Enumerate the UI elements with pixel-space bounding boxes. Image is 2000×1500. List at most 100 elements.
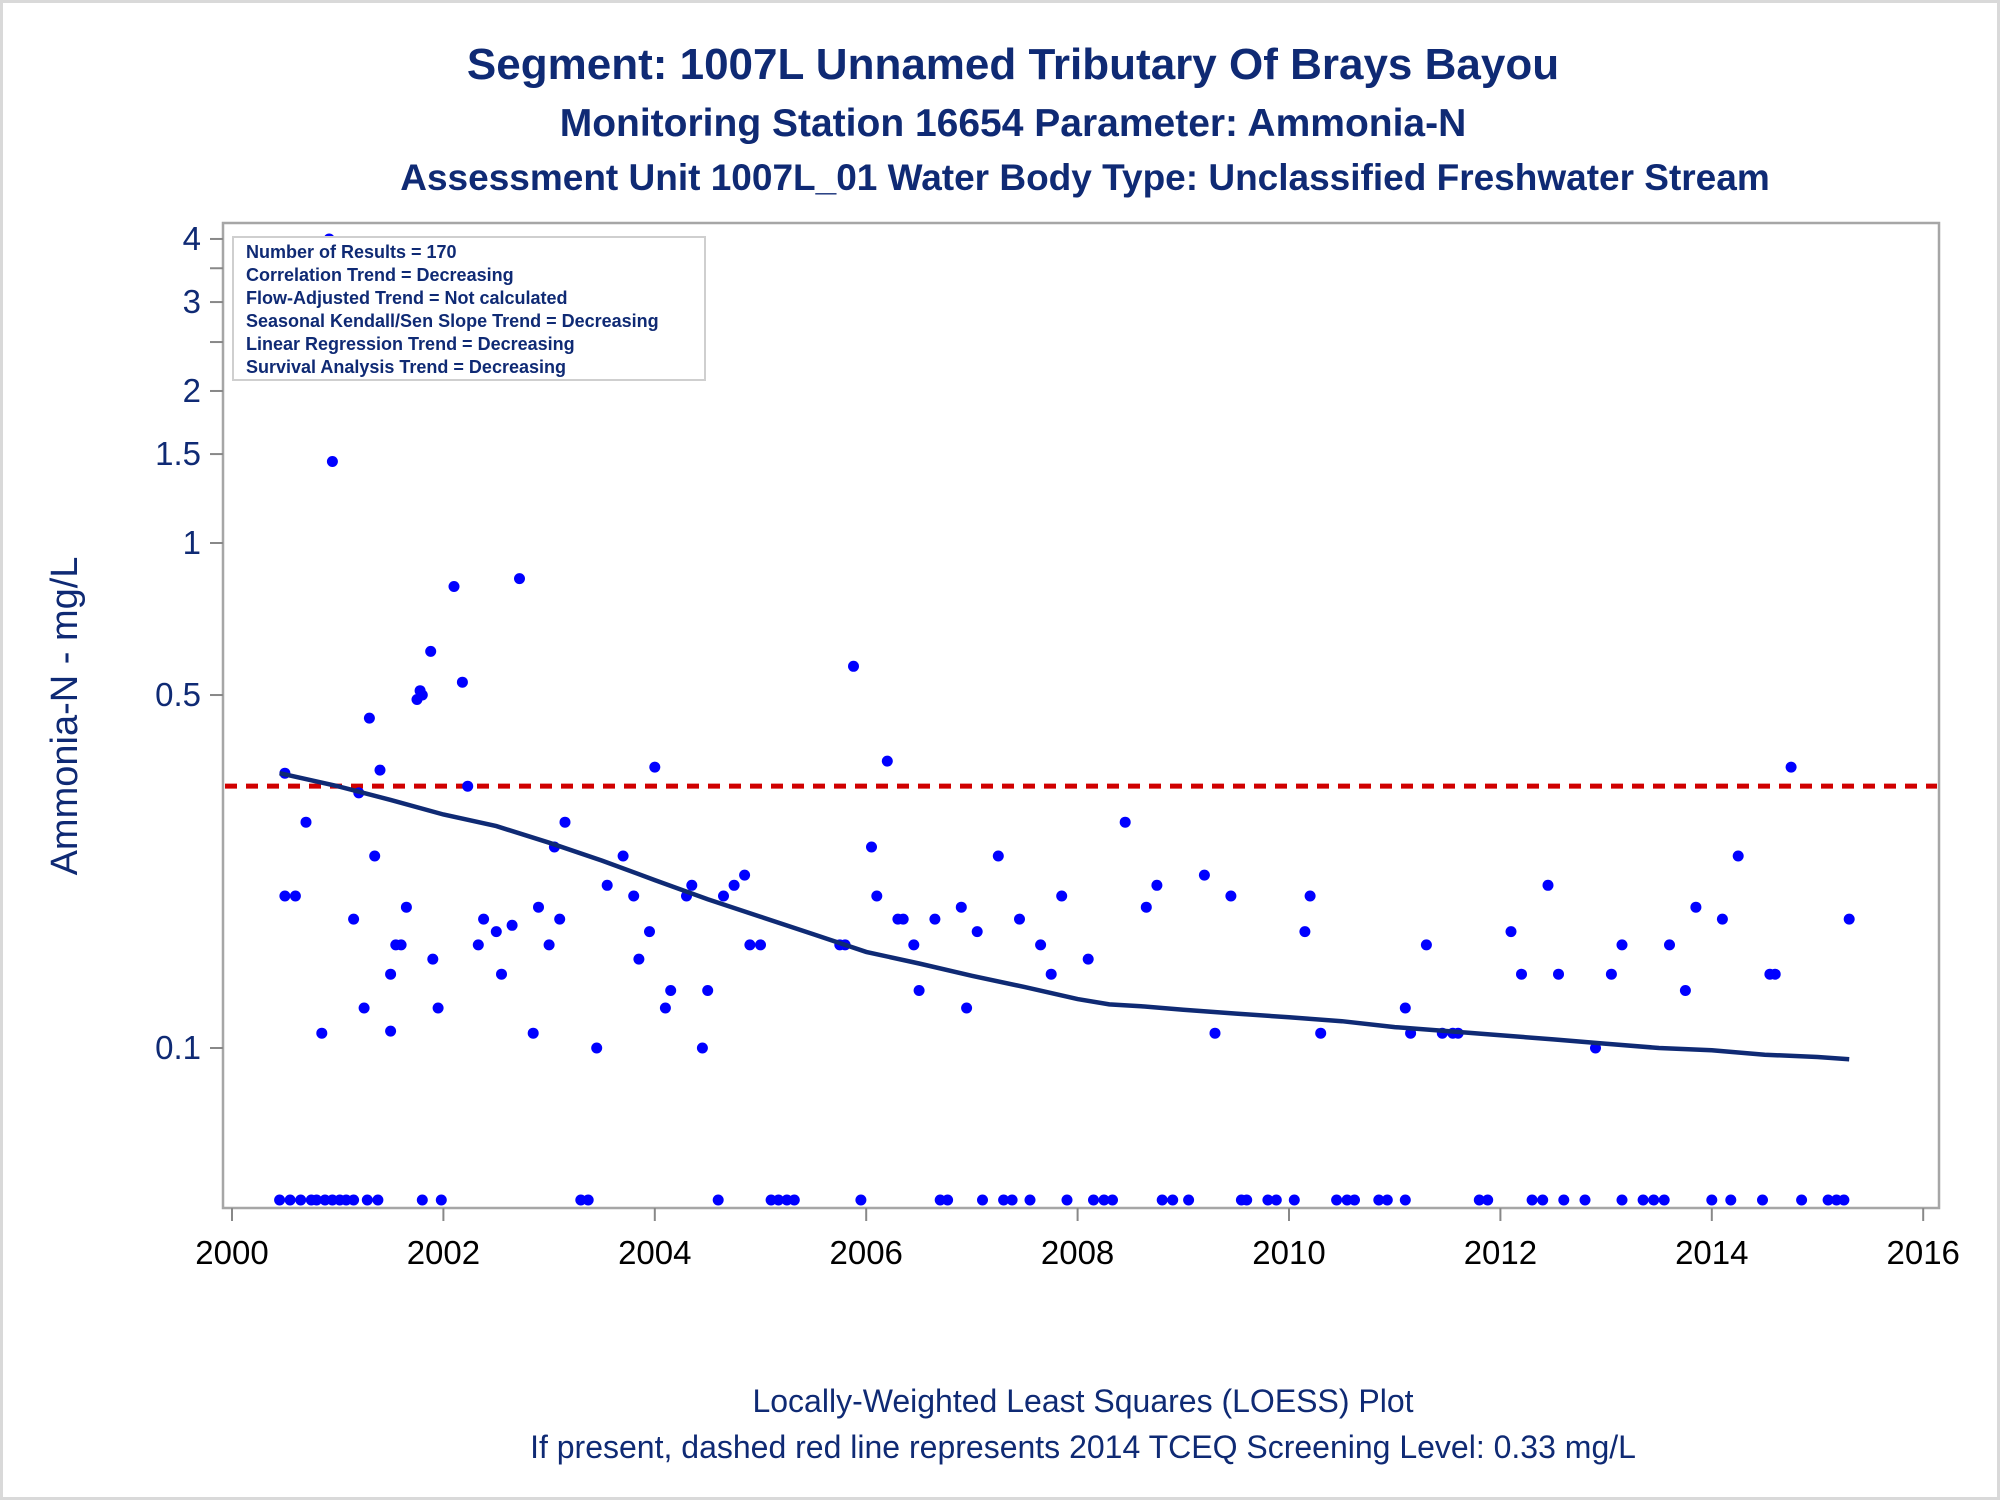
data-point <box>728 879 740 891</box>
data-point <box>1616 1194 1628 1206</box>
data-point <box>554 913 566 925</box>
chart-title: Segment: 1007L Unnamed Tributary Of Bray… <box>467 40 1559 89</box>
data-point <box>395 939 407 951</box>
data-point <box>1198 869 1210 881</box>
data-point <box>1822 1194 1834 1206</box>
data-point <box>432 1002 444 1014</box>
x-tick-label: 2002 <box>407 1234 480 1271</box>
trend-notes-box <box>232 236 706 381</box>
data-point <box>1349 1194 1360 1206</box>
data-point <box>1140 901 1152 913</box>
data-point <box>284 1194 296 1206</box>
data-point <box>1209 1027 1221 1039</box>
data-point <box>755 939 766 951</box>
data-point <box>908 939 920 951</box>
y-axis-label: Ammonia-N - mg/L <box>44 557 86 876</box>
data-point <box>559 816 571 828</box>
data-point <box>649 761 661 773</box>
data-point <box>718 890 729 902</box>
y-tick-label: 1 <box>183 524 201 561</box>
data-point <box>279 890 291 902</box>
x-tick-label: 2006 <box>829 1234 902 1271</box>
y-tick-label: 1.5 <box>155 435 201 472</box>
data-point <box>425 645 437 657</box>
data-point <box>348 1194 360 1206</box>
data-point <box>274 1194 286 1206</box>
data-point <box>1553 968 1564 980</box>
data-point <box>913 985 925 996</box>
data-point <box>1785 761 1797 773</box>
data-points <box>274 233 1855 1206</box>
data-point <box>533 901 544 913</box>
data-point <box>955 901 967 913</box>
data-point <box>348 913 360 925</box>
data-point <box>1616 939 1628 951</box>
data-point <box>435 1194 447 1206</box>
data-point <box>977 1194 988 1206</box>
data-point <box>316 1027 328 1039</box>
data-point <box>1769 968 1781 980</box>
data-point <box>1270 1194 1282 1206</box>
data-point <box>1045 968 1057 980</box>
data-point <box>496 968 507 980</box>
data-point <box>1542 879 1554 891</box>
y-tick-label: 0.1 <box>155 1029 201 1066</box>
data-point <box>1098 1194 1110 1206</box>
data-point <box>448 581 460 592</box>
data-point <box>702 985 714 996</box>
data-point <box>1107 1194 1118 1206</box>
data-point <box>1473 1194 1485 1206</box>
loess-group <box>279 771 1850 1062</box>
data-point <box>300 816 312 828</box>
data-point <box>1056 890 1068 902</box>
data-point <box>416 689 428 701</box>
data-point <box>1516 968 1527 980</box>
data-point <box>866 841 877 853</box>
data-point <box>1838 1194 1850 1206</box>
data-point <box>1420 939 1432 951</box>
data-point <box>1482 1194 1494 1206</box>
data-point <box>582 1194 594 1206</box>
chart-subtitle-2: Assessment Unit 1007L_01 Water Body Type… <box>400 157 1770 198</box>
data-point <box>289 890 301 902</box>
data-point <box>696 1042 708 1054</box>
data-point <box>1796 1194 1808 1206</box>
x-tick-label: 2016 <box>1886 1234 1959 1271</box>
trend-note: Survival Analysis Trend = Decreasing <box>246 357 566 377</box>
data-point <box>739 869 751 881</box>
data-point <box>490 926 502 938</box>
data-point <box>1537 1194 1549 1206</box>
data-point <box>543 939 555 951</box>
data-point <box>372 1194 384 1206</box>
data-point <box>385 968 397 980</box>
data-point <box>311 1194 323 1206</box>
data-point <box>462 780 474 792</box>
data-point <box>1035 939 1047 951</box>
data-point <box>1024 1194 1036 1206</box>
x-axis: 2000 2002 2004 2006 2008 2010 2012 2014 2016 <box>195 1208 1960 1271</box>
x-tick-label: 2004 <box>618 1234 691 1271</box>
data-point <box>998 1194 1010 1206</box>
trend-note: Seasonal Kendall/Sen Slope Trend = Decre… <box>246 311 659 331</box>
trend-note: Correlation Trend = Decreasing <box>246 265 514 285</box>
data-point <box>1061 1194 1073 1206</box>
data-point <box>942 1194 954 1206</box>
data-point <box>416 1194 428 1206</box>
data-point <box>1156 1194 1168 1206</box>
data-point <box>1505 926 1517 938</box>
data-point <box>686 879 698 891</box>
y-tick-label: 3 <box>183 283 201 320</box>
footer-line-2: If present, dashed red line represents 2… <box>530 1429 1636 1465</box>
data-point <box>773 1194 784 1206</box>
data-point <box>1399 1194 1411 1206</box>
data-point <box>400 901 412 913</box>
data-point <box>363 712 375 724</box>
data-point <box>1399 1002 1411 1014</box>
data-point <box>871 890 883 902</box>
loess-line <box>279 771 1850 1062</box>
data-point <box>659 1002 671 1014</box>
data-point <box>591 1042 603 1054</box>
y-tick-label: 0.5 <box>155 676 201 713</box>
plot-area <box>221 221 1941 1210</box>
